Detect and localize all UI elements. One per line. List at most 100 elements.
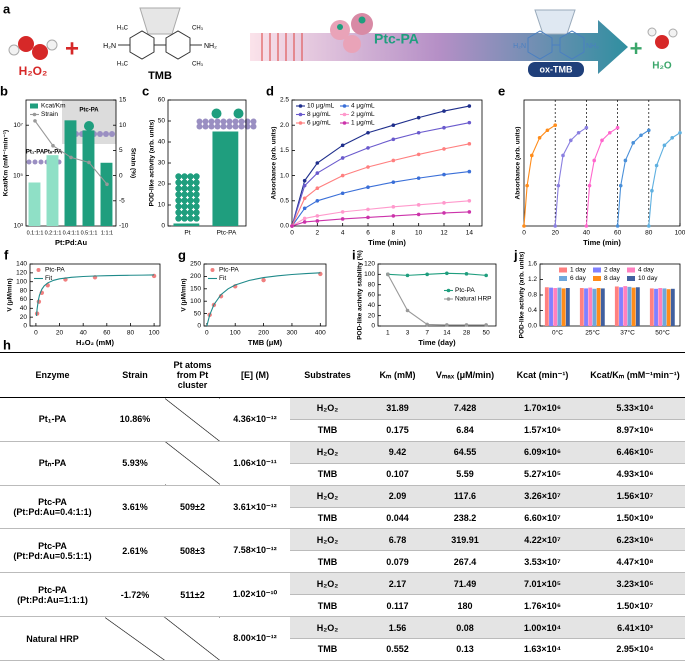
cell-value: 3.23×10⁵ xyxy=(585,572,685,596)
x-tick-label: 0.5:1:1 xyxy=(81,230,98,236)
kinetics-table: Enzyme Strain Pt atoms from Pt cluster [E] … xyxy=(0,352,685,662)
x-tick-label: 6 xyxy=(366,230,370,237)
bar xyxy=(666,289,671,326)
atom xyxy=(193,191,200,198)
y-tick-label: 10⁵ xyxy=(13,172,23,179)
x-tick-label: 12 xyxy=(440,230,448,237)
atom xyxy=(193,185,200,192)
point xyxy=(467,120,472,125)
cell-value: 7.01×10⁵ xyxy=(500,572,585,596)
cell-strain: 2.61% xyxy=(105,528,165,574)
panel-label: g xyxy=(178,247,186,262)
dashes xyxy=(261,33,303,61)
legend-label: Fit xyxy=(45,275,52,282)
cell-atoms: 511±2 xyxy=(165,572,220,618)
legend-label: Natural HRP xyxy=(455,296,491,303)
header-row: Enzyme Strain Pt atoms from Pt cluster [E] … xyxy=(0,352,685,398)
y2-tick-label: 10 xyxy=(119,122,127,129)
panel-label: b xyxy=(0,83,8,98)
ring xyxy=(559,30,585,60)
point xyxy=(261,277,266,283)
y-tick-label: 250 xyxy=(190,261,201,268)
atom xyxy=(175,185,182,192)
bar xyxy=(28,182,41,226)
x-tick-label: Pt xyxy=(184,230,190,237)
y-tick-label: 80 xyxy=(20,287,28,294)
point xyxy=(650,188,654,193)
point xyxy=(391,158,396,163)
cell-value: 0.175 xyxy=(365,419,430,442)
cell-value: 180 xyxy=(430,594,500,618)
x-tick-label: 37°C xyxy=(620,329,635,337)
y-tick-label: 0 xyxy=(371,323,375,330)
atom xyxy=(238,118,245,125)
point xyxy=(569,138,573,143)
y-tick-label: 10 xyxy=(158,202,166,209)
cell-value: 3.26×10⁷ xyxy=(500,485,585,508)
panel-label: e xyxy=(498,83,505,98)
point xyxy=(218,294,224,299)
cell-value: TMB xyxy=(290,550,365,574)
reactant-label: H₂O₂ xyxy=(19,64,48,78)
x-tick-label: 8 xyxy=(392,230,396,237)
x-tick-label: 28 xyxy=(463,330,471,337)
legend-label: 2 day xyxy=(604,267,621,274)
cell-value: 5.33×10⁴ xyxy=(585,397,685,420)
bar xyxy=(627,286,632,326)
cell-value: H₂O₂ xyxy=(290,397,365,420)
cell-value: 1.57×10⁶ xyxy=(500,419,585,442)
cell-value: 1.56×10⁷ xyxy=(585,485,685,508)
legend-swatch xyxy=(36,268,41,272)
group-label: H₃C xyxy=(117,62,129,68)
point xyxy=(615,125,620,130)
y-tick-label: 10³ xyxy=(14,223,24,230)
atom xyxy=(175,203,182,210)
point xyxy=(302,206,307,211)
atom xyxy=(26,159,32,165)
point xyxy=(391,205,396,209)
y-tick-label: 120 xyxy=(364,261,375,268)
point xyxy=(467,142,472,146)
plot-frame xyxy=(291,99,483,227)
table-row: TMB 0.117 180 1.76×10⁶ 1.50×10⁷ xyxy=(0,594,685,618)
x-tick-label: 14 xyxy=(443,330,451,337)
plus: + xyxy=(630,36,643,61)
y-tick-label: 2.5 xyxy=(280,97,289,104)
point xyxy=(678,130,682,135)
point xyxy=(340,173,345,178)
ring xyxy=(129,30,155,60)
x-tick-label: 200 xyxy=(258,330,269,337)
x-tick-label: 25°C xyxy=(585,329,600,337)
legend-swatch xyxy=(627,276,635,281)
cell-concentration: 7.58×10⁻¹² xyxy=(220,528,290,574)
atom xyxy=(18,36,34,52)
y-tick-label: 60 xyxy=(158,97,166,104)
legend-label: 6 day xyxy=(570,275,587,282)
table-row: Ptc-PA (Pt:Pd:Au=0.4:1:1) 3.61% 509±2 3.61×… xyxy=(0,485,685,530)
atom xyxy=(181,209,188,216)
y-axis-label: POD-like activity stability (%) xyxy=(357,250,364,340)
atom xyxy=(181,197,188,204)
cell-value: 6.41×10³ xyxy=(585,616,685,639)
cell-value: 5.27×10⁵ xyxy=(500,463,585,486)
table-row: TMB 0.552 0.13 1.63×10⁴ 2.95×10⁴ xyxy=(0,638,685,662)
column-header: Substrates xyxy=(290,352,365,398)
legend-swatch xyxy=(298,104,303,108)
atom xyxy=(175,179,182,186)
cell-value: 6.84 xyxy=(430,419,500,442)
cell-value: 1.76×10⁶ xyxy=(500,594,585,618)
legend-swatch xyxy=(298,121,303,125)
panel-label: c xyxy=(142,83,149,98)
column-header: Enzyme xyxy=(0,352,105,398)
point xyxy=(366,165,370,169)
table-row: Ptₙ-PA 5.93% 1.06×10⁻¹¹ H₂O₂ 9.42 64.55 6.09×1… xyxy=(0,441,685,486)
panel-label: a xyxy=(3,1,11,16)
y-tick-label: 0 xyxy=(161,223,165,230)
atom xyxy=(187,215,194,222)
point xyxy=(315,186,320,190)
catalyst-label: Ptc-PA xyxy=(374,31,419,47)
point xyxy=(618,183,623,188)
bar xyxy=(579,288,584,326)
y-tick-label: 0 xyxy=(197,323,201,330)
atom xyxy=(181,173,188,180)
